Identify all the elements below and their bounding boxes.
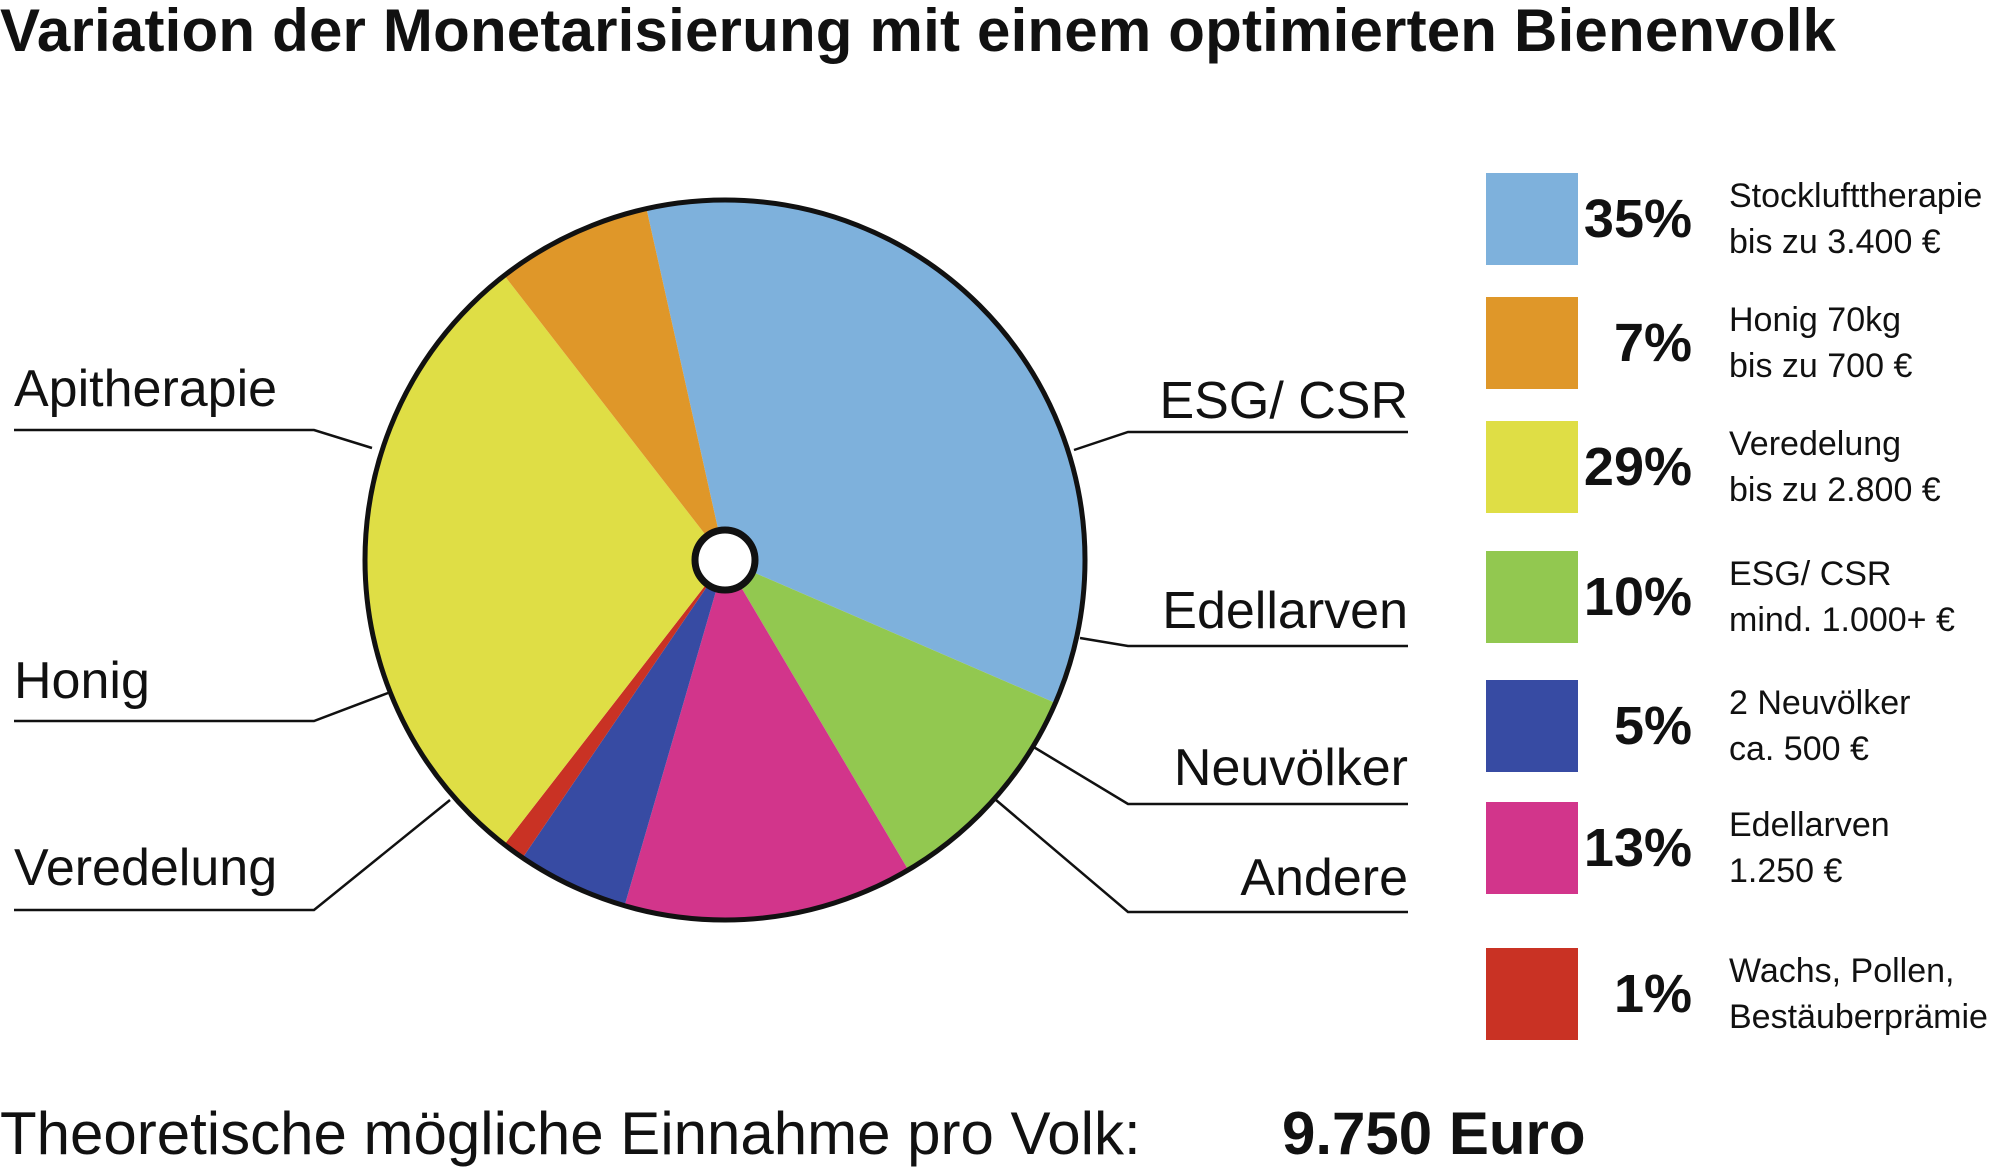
chart-title: Variation der Monetarisierung mit einem … — [0, 0, 1837, 64]
legend-item-veredelung: 29% Veredelung bis zu 2.800 € — [1486, 421, 2000, 513]
legend-swatch — [1486, 802, 1578, 894]
callout-label-apitherapie: Apitherapie — [14, 360, 277, 418]
legend-swatch — [1486, 680, 1578, 772]
legend-item-esg-csr: 10% ESG/ CSR mind. 1.000+ € — [1486, 551, 2000, 643]
callout-label-veredelung: Veredelung — [14, 839, 277, 897]
legend-line-2: Bestäuberprämie — [1729, 998, 1988, 1036]
legend-line-1: Wachs, Pollen, — [1729, 952, 1955, 990]
legend-percent: 1% — [1613, 964, 1692, 1024]
legend-swatch — [1486, 948, 1578, 1040]
legend-percent: 29% — [1583, 437, 1692, 497]
legend-line-1: 2 Neuvölker — [1729, 684, 1911, 722]
legend-line-2: ca. 500 € — [1729, 730, 1869, 768]
callout-label-edellarven: Edellarven — [1162, 582, 1408, 640]
legend-percent: 7% — [1613, 313, 1692, 373]
pie-slice-veredelung — [364, 275, 725, 845]
callout-lines — [14, 428, 1408, 914]
callout-line-veredelung — [14, 799, 451, 912]
legend-line-1: Stocklufttherapie — [1729, 177, 1983, 215]
callout-label-andere: Andere — [1240, 849, 1408, 907]
legend-swatch — [1486, 297, 1578, 389]
legend-text: Veredelung bis zu 2.800 € — [1729, 421, 1941, 513]
pie-slices — [364, 200, 1085, 921]
legend-text: Wachs, Pollen, Bestäuberprämie — [1729, 948, 1988, 1040]
callout-label-neuvoelker: Neuvölker — [1174, 739, 1408, 797]
legend-line-2: bis zu 2.800 € — [1729, 471, 1941, 509]
legend-line-2: bis zu 3.400 € — [1729, 223, 1941, 261]
pie-slice-andere — [504, 560, 725, 858]
legend-text: Edellarven 1.250 € — [1729, 802, 1890, 894]
pie-slice-esg — [725, 560, 1056, 870]
legend-text: 2 Neuvölker ca. 500 € — [1729, 680, 1910, 772]
legend-line-1: Honig 70kg — [1729, 301, 1902, 339]
callout-line-edellarven — [1079, 636, 1408, 648]
legend-percent: 13% — [1583, 818, 1692, 878]
legend-text: Honig 70kg bis zu 700 € — [1729, 297, 1912, 389]
footer-total-value: 9.750 Euro — [1282, 1100, 1586, 1167]
legend-line-1: ESG/ CSR — [1729, 555, 1892, 593]
callout-line-honig — [14, 691, 389, 723]
legend-line-2: mind. 1.000+ € — [1729, 601, 1955, 639]
callout-label-honig: Honig — [14, 652, 150, 710]
callout-line-apitherapie — [14, 428, 373, 450]
pie-slice-stocklufttherapie — [646, 200, 1085, 703]
legend-line-1: Edellarven — [1729, 806, 1890, 844]
legend-swatch — [1486, 551, 1578, 643]
pie-outline — [362, 197, 1088, 923]
legend-swatch — [1486, 421, 1578, 513]
callout-label-esg-csr: ESG/ CSR — [1160, 372, 1409, 430]
legend-swatch — [1486, 173, 1578, 265]
legend-item-andere: 1% Wachs, Pollen, Bestäuberprämie — [1486, 948, 2000, 1040]
legend-percent: 10% — [1583, 567, 1692, 627]
legend-item-stocklufttherapie: 35% Stocklufttherapie bis zu 3.400 € — [1486, 173, 2000, 265]
legend-line-1: Veredelung — [1729, 425, 1902, 463]
callout-line-andere — [995, 799, 1408, 914]
pie-slice-honig — [504, 208, 725, 561]
callout-line-esg-csr — [1073, 430, 1408, 452]
legend-text: Stocklufttherapie bis zu 3.400 € — [1729, 173, 1982, 265]
legend-line-2: 1.250 € — [1729, 852, 1843, 890]
callout-labels: Apitherapie Honig Veredelung ESG/ CSR Ed… — [14, 360, 1408, 907]
legend-text: ESG/ CSR mind. 1.000+ € — [1729, 551, 1955, 643]
pie-slice-edellarven — [624, 560, 909, 921]
pie-center-hole — [691, 526, 759, 594]
legend-item-honig: 7% Honig 70kg bis zu 700 € — [1486, 297, 2000, 389]
legend-line-2: bis zu 700 € — [1729, 347, 1913, 385]
legend-percent: 35% — [1583, 189, 1692, 249]
pie-slice-neuvlker — [522, 560, 725, 906]
legend-percent: 5% — [1613, 696, 1692, 756]
footer-label: Theoretische mögliche Einnahme pro Volk: — [0, 1100, 1141, 1167]
legend-item-edellarven: 13% Edellarven 1.250 € — [1486, 802, 2000, 894]
callout-line-neuvoelker — [1031, 744, 1408, 806]
legend-item-neuvoelker: 5% 2 Neuvölker ca. 500 € — [1486, 680, 2000, 772]
